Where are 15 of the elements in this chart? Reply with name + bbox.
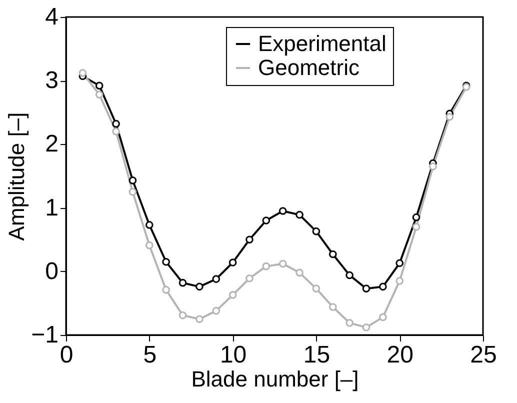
x-tick-label: 20 [386,342,414,368]
y-tick-label: 4 [45,4,58,30]
legend-label: Geometric [258,55,360,80]
y-tick-label: 1 [45,194,58,222]
y-axis-title: Amplitude [–] [4,112,30,241]
x-tick-label: 25 [470,342,497,368]
legend-label: Experimental [258,31,386,56]
y-tick-label: 2 [45,130,58,158]
y-tick-label: −1 [31,322,58,348]
y-tick-label: 3 [45,67,58,94]
x-tick-label: 5 [143,342,157,368]
x-tick-label: 15 [303,342,330,368]
x-axis-title: Blade number [–] [191,366,359,392]
x-tick-label: 10 [220,342,247,368]
y-tick-label: 0 [45,258,58,285]
